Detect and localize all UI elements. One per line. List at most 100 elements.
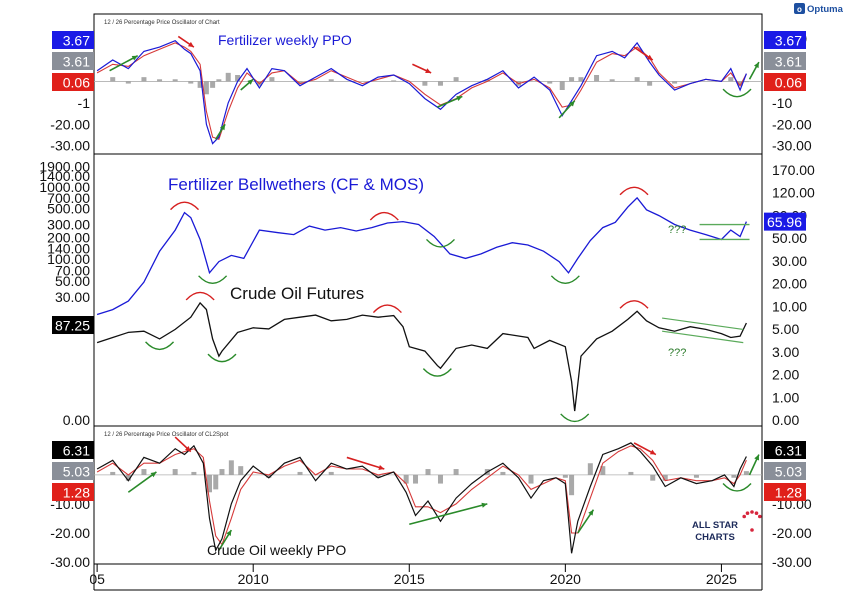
p0-histogram-bar [569,77,575,82]
p0-title: Fertilizer weekly PPO [218,32,352,48]
p2-annotation-arrow-head [588,509,594,516]
p1-question-marks: ??? [668,347,686,359]
watermark-star [750,528,754,532]
p0-right-value-label: 3.67 [775,33,802,49]
p0-histogram-bar [634,77,640,82]
p0-histogram-bar [737,81,743,86]
p1-left-tick-label: 1000.00 [39,179,90,195]
p2-histogram-bar [413,474,419,484]
p0-left-tick-label: -1 [78,95,91,111]
p2-histogram-bar [528,474,534,484]
optuma-logo: o Optuma [794,3,844,15]
p0-histogram-bar [141,77,147,82]
p0-left-value-label: 3.61 [63,54,90,70]
p2-histogram-bar [562,474,568,478]
p1-left-value-label: 87.25 [55,318,90,334]
p1-annotation-top-arc [619,300,649,309]
p2-right-value-label: 1.28 [775,485,802,501]
p1-annotation-top-arc [170,201,200,211]
p2-histogram-bar [328,471,334,475]
p1-right-tick-label: 2.00 [772,367,799,383]
p2-annotation-smile [722,482,752,492]
p2-title: Crude Oil weekly PPO [207,542,346,558]
p1-right-tick-label: 50.00 [772,230,807,246]
p1-left-tick-label: 100.00 [47,251,90,267]
p2-right-value-label-box [764,462,806,480]
p2-histogram-bar [569,474,575,496]
p2-annotation-arrow-head [378,464,385,470]
p0-histogram-bar [672,81,678,84]
p0-histogram-bar [594,75,600,82]
p2-histogram-bar [206,474,212,493]
x-axis-tick-label: 2025 [706,571,737,587]
p0-annotation-arrow-head [646,54,653,60]
p0-left-tick-label: -20.00 [50,116,90,132]
p2-histogram-bar [213,474,219,490]
p2-signal-line [96,445,747,546]
p0-annotation-arrow-head [131,55,138,61]
p1-crude-channel-bottom [662,330,744,344]
p1-left-tick-label: 0.00 [63,412,90,428]
p1-annotation-top-arc [369,211,399,221]
watermark-line1: ALL STAR [692,520,738,531]
p1-right-tick-label: 170.00 [772,162,815,178]
p2-histogram-bar [453,469,459,475]
p2-histogram-bar [650,474,656,481]
p0-histogram-bar [203,81,209,95]
p0-histogram-bar [728,77,734,82]
p0-histogram-bar [328,79,334,82]
p1-right-tick-label: 10.00 [772,298,807,314]
p2-left-value-label: 5.03 [63,464,90,480]
p1-crude-label: Crude Oil Futures [230,284,364,303]
x-axis-tick-label: 2020 [550,571,581,587]
p2-annotation-arrow-head [226,530,232,537]
p2-right-value-label-box [764,483,806,501]
p1-right-value-label: 65.96 [767,214,802,230]
p2-histogram-bar [141,469,147,475]
p2-histogram-bar [731,474,737,478]
watermark-star [745,511,750,516]
p0-histogram-bar [547,81,553,84]
p2-histogram-bar [500,471,506,475]
watermark-star [742,514,747,519]
x-axis-tick-label: 05 [89,571,105,587]
p1-left-tick-label: 140.00 [47,241,90,257]
p0-histogram-bar [197,81,203,88]
p2-histogram-bar [125,474,131,481]
p0-histogram-bar [225,72,231,82]
p0-histogram-bar [422,81,428,86]
p0-annotation-arrow-head [220,124,226,131]
p2-histogram-bar [172,469,178,475]
p2-annotation-arrow-head [185,446,191,452]
p2-left-value-label-box [52,462,94,480]
p0-histogram-bar [210,81,216,88]
p2-annotation-arrow [409,503,488,526]
bottom-panel-caption: 12 / 26 Percentage Price Oscillator of C… [104,432,229,438]
p0-right-value-label: 0.06 [775,75,802,91]
watermark-line2: CHARTS [695,532,735,543]
p1-annotation-top-arc [185,291,215,301]
p0-left-value-label-box [52,73,94,91]
p1-left-tick-label: 30.00 [55,289,90,305]
p0-annotation-arrow-head [569,100,575,107]
p2-left-value-label: 6.31 [63,443,90,459]
p1-right-tick-label: 30.00 [772,253,807,269]
x-axis-tick-label: 2015 [394,571,425,587]
p0-annotation-arrow-head [187,41,194,48]
p1-annotation-bottom-arc [207,353,237,363]
p2-annotation-arrow [346,456,385,470]
p0-histogram-bar [391,80,397,82]
p1-left-tick-label: 300.00 [47,217,90,233]
p1-annotation-top-arc [372,304,402,314]
p2-histogram-bar [219,469,225,475]
p0-left-value-label: 3.67 [63,33,90,49]
p2-left-value-label: 1.28 [63,485,90,501]
p0-left-value-label-box [52,52,94,70]
p0-annotation-arrow-head [247,79,254,85]
p0-histogram-bar [110,77,116,82]
p2-histogram-bar [228,460,234,475]
p2-right-tick-label: -30.00 [772,554,812,570]
p0-annotation-arrow-head [456,96,463,101]
